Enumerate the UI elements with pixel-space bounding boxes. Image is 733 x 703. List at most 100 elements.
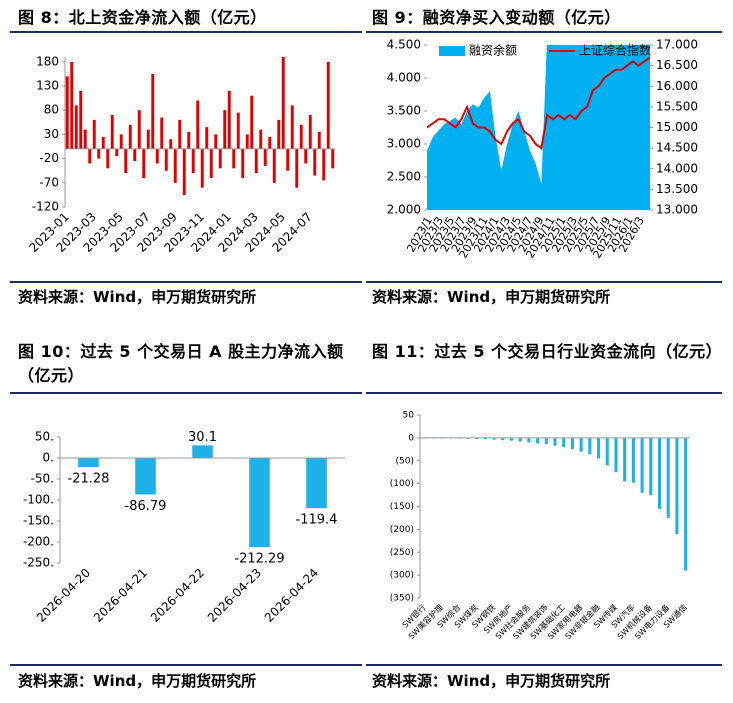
- bar: [124, 148, 128, 174]
- y-tick-label: 180: [36, 54, 59, 68]
- y-tick-label: -100.: [23, 493, 54, 507]
- y2-tick-label: 14.500: [656, 141, 698, 155]
- bar: [518, 437, 522, 442]
- bar: [74, 105, 78, 149]
- bar: [326, 61, 330, 149]
- y-tick-label: 3.500: [387, 104, 421, 118]
- bar: [544, 437, 548, 445]
- line: [427, 56, 650, 150]
- value-label: -119.4: [296, 513, 338, 528]
- bar: [205, 127, 209, 149]
- bar: [306, 458, 327, 509]
- bar: [249, 458, 270, 548]
- bar: [281, 57, 285, 149]
- bar: [160, 117, 164, 149]
- value-label: -21.28: [68, 471, 110, 486]
- bar: [657, 437, 662, 509]
- bar: [254, 148, 258, 174]
- value-label: 30.1: [188, 430, 217, 445]
- bar: [605, 437, 609, 466]
- y2-tick-label: 17.000: [656, 38, 698, 52]
- y-tick-label: (100): [390, 479, 414, 489]
- figure-caption: 图 8：北上资金净流入额（亿元）: [18, 8, 267, 27]
- bar: [536, 437, 540, 444]
- bar: [492, 437, 496, 440]
- bar: [173, 148, 177, 183]
- bar: [259, 129, 263, 149]
- y-tick-label: 80: [44, 103, 59, 117]
- bar: [135, 458, 156, 495]
- bar: [597, 437, 601, 459]
- rule: [366, 664, 722, 666]
- bar: [527, 437, 531, 443]
- bar: [675, 437, 679, 534]
- rule: [366, 31, 722, 33]
- bar: [263, 148, 267, 166]
- bar: [151, 73, 155, 149]
- bar: [218, 148, 222, 169]
- bar: [106, 148, 110, 169]
- bar: [268, 136, 272, 149]
- bar: [178, 119, 182, 149]
- bar: [110, 115, 114, 149]
- legend-swatch: [439, 46, 465, 56]
- bar: [272, 148, 276, 183]
- y2-tick-label: 15.000: [656, 120, 698, 134]
- bar: [115, 148, 119, 157]
- y-tick-label: -120: [32, 200, 59, 214]
- bar: [200, 148, 204, 188]
- bar: [97, 148, 101, 159]
- x-tick-label: 2026-04-20: [34, 566, 93, 625]
- bar: [78, 458, 99, 467]
- y-tick-label: 2.000: [387, 203, 421, 217]
- y-tick-label: 4.500: [387, 38, 421, 52]
- rule: [366, 281, 722, 283]
- bar: [227, 90, 231, 149]
- x-tick-label: 2026-04-24: [262, 566, 321, 625]
- bar: [155, 148, 159, 164]
- bar: [209, 148, 213, 178]
- bar: [304, 148, 308, 164]
- legend-label: 融资余额: [469, 43, 517, 58]
- bar: [501, 437, 505, 441]
- bar: [65, 76, 69, 149]
- bar: [128, 124, 132, 149]
- y-tick-label: -20: [39, 151, 59, 165]
- y-tick-label: (250): [390, 548, 414, 558]
- bar: [169, 139, 173, 149]
- bar: [623, 437, 627, 482]
- y-tick-label: (350): [390, 594, 414, 604]
- area: [427, 45, 650, 210]
- source: 资料来源：Wind，申万期货研究所: [18, 672, 257, 690]
- x-tick-label: 2026-04-23: [205, 566, 264, 625]
- bar: [317, 132, 321, 149]
- bar: [509, 437, 513, 441]
- bar: [133, 148, 137, 162]
- bar: [79, 90, 83, 149]
- bar: [83, 129, 87, 149]
- bar: [570, 437, 574, 450]
- bar: [191, 148, 195, 174]
- bar: [313, 148, 317, 176]
- bar: [553, 437, 557, 446]
- y-tick-label: 50.: [35, 430, 54, 444]
- y-tick-label: 2.500: [387, 170, 421, 184]
- y-tick-label: -250.: [23, 556, 54, 570]
- bar: [92, 119, 96, 149]
- plot: [427, 45, 650, 210]
- y-tick-label: (150): [390, 502, 414, 512]
- bar: [562, 437, 566, 448]
- bar: [614, 437, 618, 473]
- y-tick-label: -150.: [23, 514, 54, 528]
- bar: [290, 105, 294, 149]
- bar: [588, 437, 592, 455]
- source: 资料来源：Wind，申万期货研究所: [18, 288, 257, 306]
- rule: [10, 31, 362, 33]
- bar: [579, 437, 583, 452]
- rule: [366, 392, 722, 394]
- bar: [182, 148, 186, 195]
- y-tick-label: 30: [44, 127, 59, 141]
- bar: [232, 148, 236, 169]
